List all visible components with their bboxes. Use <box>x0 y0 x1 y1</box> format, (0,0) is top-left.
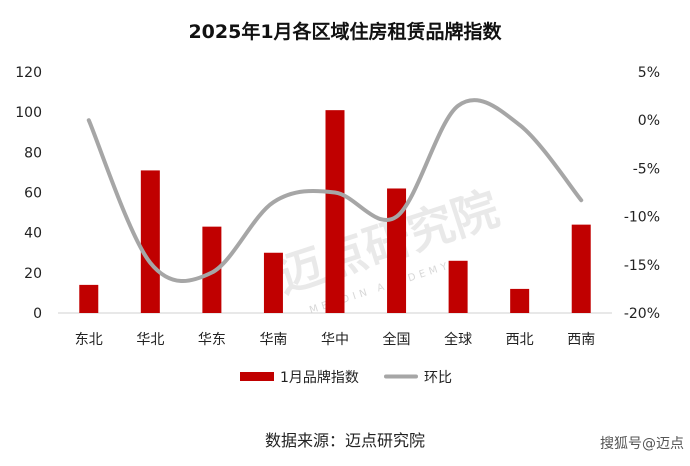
category-label: 华中 <box>321 332 349 348</box>
legend-label-bar: 1月品牌指数 <box>280 369 359 386</box>
category-labels: 东北 华北 华东 华南 华中 全国 全球 西北 西南 <box>75 331 595 348</box>
bar <box>202 226 222 313</box>
bar <box>263 252 283 313</box>
right-axis: -20% -15% -10% -5% 0% 5% <box>624 65 660 322</box>
right-tick-label: -10% <box>624 210 660 226</box>
category-label: 华北 <box>136 332 164 348</box>
left-tick-label: 100 <box>15 105 42 121</box>
line-series-mom <box>86 98 584 284</box>
chart-title: 2025年1月各区域住房租赁品牌指数 <box>188 20 502 43</box>
category-label: 华南 <box>259 332 287 348</box>
right-tick-label: 0% <box>638 113 660 129</box>
bar <box>79 284 99 313</box>
right-tick-label: -20% <box>624 306 660 322</box>
category-label: 西南 <box>567 332 595 348</box>
left-axis: 0 20 40 60 80 100 120 <box>15 65 42 322</box>
bar <box>140 170 160 313</box>
bar <box>448 260 468 313</box>
category-label: 全国 <box>383 331 411 348</box>
left-tick-label: 80 <box>24 145 42 161</box>
bar <box>325 110 345 314</box>
legend-swatch-bar <box>240 372 274 381</box>
category-label: 全球 <box>444 331 472 348</box>
credit-text: 搜狐号@迈点 <box>600 436 684 452</box>
category-label: 东北 <box>75 332 103 348</box>
legend-label-line: 环比 <box>424 370 452 386</box>
legend: 1月品牌指数 环比 <box>240 369 452 386</box>
bar-series <box>79 110 591 314</box>
left-tick-label: 120 <box>15 65 42 81</box>
category-label: 西北 <box>506 332 534 348</box>
bar <box>510 288 530 313</box>
left-tick-label: 0 <box>33 306 42 322</box>
left-tick-label: 20 <box>24 266 42 282</box>
source-note: 数据来源：迈点研究院 <box>265 431 425 450</box>
right-tick-label: -5% <box>633 161 660 177</box>
left-tick-label: 60 <box>24 186 42 202</box>
left-tick-label: 40 <box>24 226 42 242</box>
right-tick-label: 5% <box>638 65 660 81</box>
category-label: 华东 <box>198 332 226 348</box>
right-tick-label: -15% <box>624 258 660 274</box>
bar <box>571 224 591 313</box>
